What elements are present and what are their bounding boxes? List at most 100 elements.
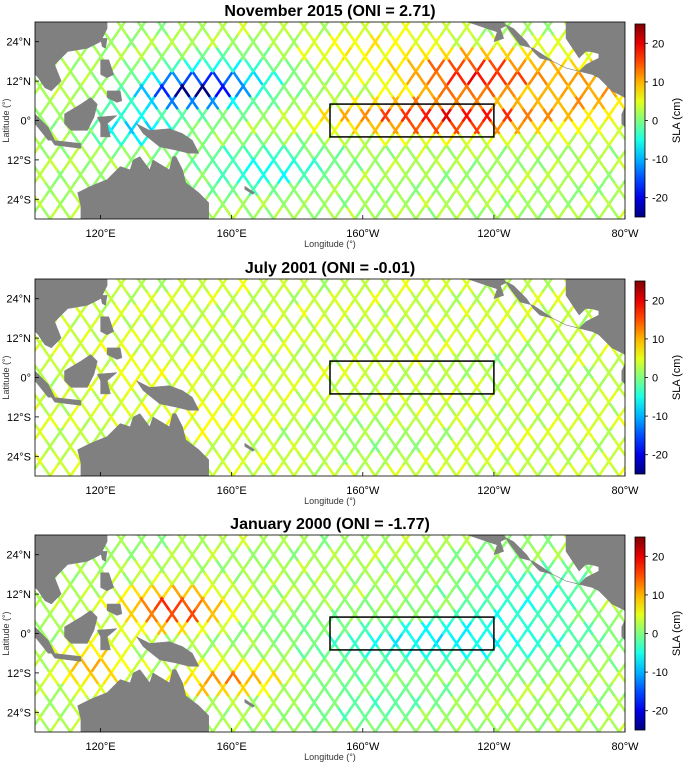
track-segment xyxy=(533,607,545,623)
track-segment xyxy=(482,106,494,122)
track-segment xyxy=(355,644,367,660)
track-segment xyxy=(243,570,255,586)
track-segment xyxy=(394,570,406,586)
track-segment xyxy=(331,413,343,429)
track-segment xyxy=(289,290,301,305)
track-segment xyxy=(568,570,580,586)
track-segment xyxy=(519,45,531,61)
track-segment xyxy=(517,131,529,147)
track-segment xyxy=(507,69,519,85)
track-segment xyxy=(600,706,612,721)
track-segment xyxy=(446,314,458,330)
track-segment xyxy=(392,156,404,172)
track-segment xyxy=(531,437,543,453)
track-segment xyxy=(319,681,331,697)
track-segment xyxy=(207,693,220,709)
track-segment xyxy=(451,693,463,709)
track-segment xyxy=(314,388,326,404)
track-segment xyxy=(368,180,380,196)
track-segment xyxy=(340,619,352,635)
track-segment xyxy=(284,314,296,330)
track-segment xyxy=(384,400,396,416)
track-segment xyxy=(207,351,219,367)
track-segment xyxy=(460,168,472,184)
track-segment xyxy=(213,656,225,672)
track-segment xyxy=(345,582,357,598)
track-segment xyxy=(279,619,291,635)
track-segment xyxy=(610,376,623,392)
track-segment xyxy=(478,450,490,465)
track-segment xyxy=(401,363,413,379)
track-segment xyxy=(395,400,408,416)
track-segment xyxy=(328,693,340,709)
landmass xyxy=(64,97,98,131)
track-segment xyxy=(228,607,240,623)
track-segment xyxy=(256,619,269,635)
track-segment xyxy=(336,45,348,61)
track-segment xyxy=(363,143,375,159)
track-segment xyxy=(555,413,567,429)
track-segment xyxy=(25,695,33,707)
track-segment xyxy=(219,82,231,98)
track-segment xyxy=(363,131,375,147)
track-segment xyxy=(494,669,506,685)
track-segment xyxy=(394,314,406,330)
track-segment xyxy=(136,619,148,635)
track-segment xyxy=(419,619,431,635)
track-segment xyxy=(153,558,165,574)
track-segment xyxy=(79,388,91,404)
track-segment xyxy=(468,119,480,135)
track-segment xyxy=(465,143,477,159)
track-segment xyxy=(587,656,599,672)
track-segment xyxy=(495,582,507,598)
track-segment xyxy=(407,632,419,648)
track-segment xyxy=(224,632,236,648)
track-segment xyxy=(478,558,490,574)
track-segment xyxy=(551,693,563,709)
track-segment xyxy=(353,718,365,732)
track-segment xyxy=(367,376,379,392)
landmass xyxy=(575,44,613,56)
track-segment xyxy=(499,558,511,574)
track-segment xyxy=(365,314,377,330)
track-segment xyxy=(480,681,492,697)
track-segment xyxy=(150,314,162,330)
track-segment xyxy=(338,363,350,379)
track-segment xyxy=(434,718,446,732)
track-segment xyxy=(577,314,589,330)
track-segment xyxy=(228,546,240,561)
track-segment xyxy=(485,143,497,159)
track-segment xyxy=(492,437,504,453)
track-segment xyxy=(431,290,443,305)
track-segment xyxy=(450,437,462,453)
track-segment xyxy=(96,681,108,697)
track-segment xyxy=(226,180,238,196)
track-segment xyxy=(279,363,291,379)
track-segment xyxy=(414,326,426,342)
track-segment xyxy=(521,681,533,697)
track-segment xyxy=(226,546,238,561)
track-segment xyxy=(372,669,384,685)
y-tick-label: 12°S xyxy=(7,412,31,424)
track-segment xyxy=(201,388,213,404)
track-segment xyxy=(321,339,333,355)
track-segment xyxy=(208,546,220,561)
track-segment xyxy=(577,462,589,476)
track-segment xyxy=(77,339,89,355)
track-segment xyxy=(87,413,99,429)
track-segment xyxy=(170,69,182,85)
track-segment xyxy=(306,632,318,648)
track-segment xyxy=(141,57,153,73)
track-segment xyxy=(578,400,590,416)
track-segment xyxy=(375,143,387,159)
track-segment xyxy=(360,681,372,697)
track-segment xyxy=(466,314,479,330)
track-segment xyxy=(460,681,472,697)
track-segment xyxy=(211,326,223,342)
track-segment xyxy=(80,570,92,586)
track-segment xyxy=(60,570,72,586)
track-segment xyxy=(202,570,214,586)
track-segment xyxy=(321,82,333,98)
track-segment xyxy=(275,450,287,465)
track-segment xyxy=(296,193,308,208)
